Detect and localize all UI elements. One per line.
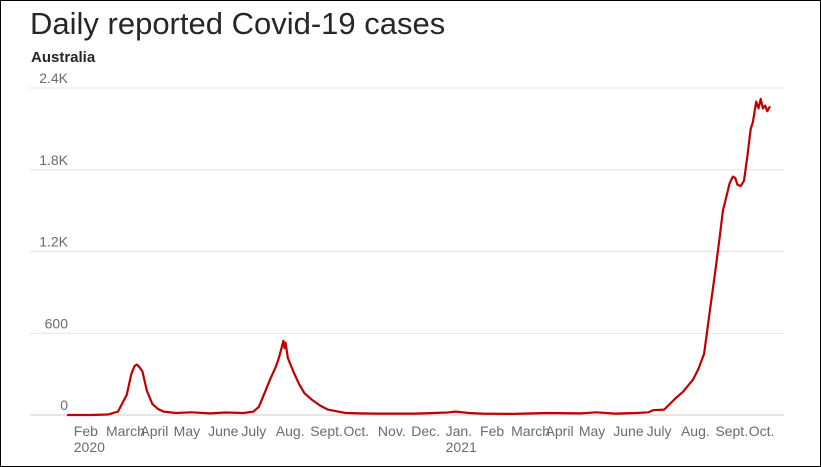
x-tick-label: Oct. [749,423,775,439]
x-tick-label: June [208,423,239,439]
x-tick-label: Sept. [715,423,748,439]
x-tick-label: March [511,423,550,439]
y-tick-label: 1.8K [39,152,68,168]
x-tick-label: Sept. [310,423,343,439]
y-tick-label: 600 [45,315,69,331]
x-tick-label: Feb [480,423,504,439]
x-tick-label: July [241,423,266,439]
x-tick-label: April [140,423,168,439]
chart-title: Daily reported Covid-19 cases [30,6,446,41]
x-tick-label: July [647,423,672,439]
chart-subtitle: Australia [31,49,96,66]
y-tick-label: 1.2K [39,234,68,250]
x-tick-label: Oct. [344,423,370,439]
x-tick-label: May [174,423,200,439]
x-tick-label: Aug. [681,423,710,439]
x-tick-label: Dec. [411,423,440,439]
series-layer [66,97,771,417]
x-tick-label: June [613,423,644,439]
x-tick-year-label: 2020 [74,439,105,455]
grid-lines [30,87,784,416]
y-tick-label: 0 [60,397,68,413]
x-tick-label: May [579,423,605,439]
x-tick-label: Jan. [446,423,472,439]
x-tick-label: Feb [74,423,98,439]
x-tick-label: Nov. [378,423,406,439]
x-tick-label: April [546,423,574,439]
x-tick-label: March [106,423,145,439]
y-axis-tick-labels: 0 600 1.2K 1.8K 2.4K [39,70,68,413]
y-tick-label: 2.4K [39,70,68,86]
series-line [66,97,771,417]
x-tick-year-label: 2021 [446,439,477,455]
x-tick-label: Aug. [276,423,305,439]
